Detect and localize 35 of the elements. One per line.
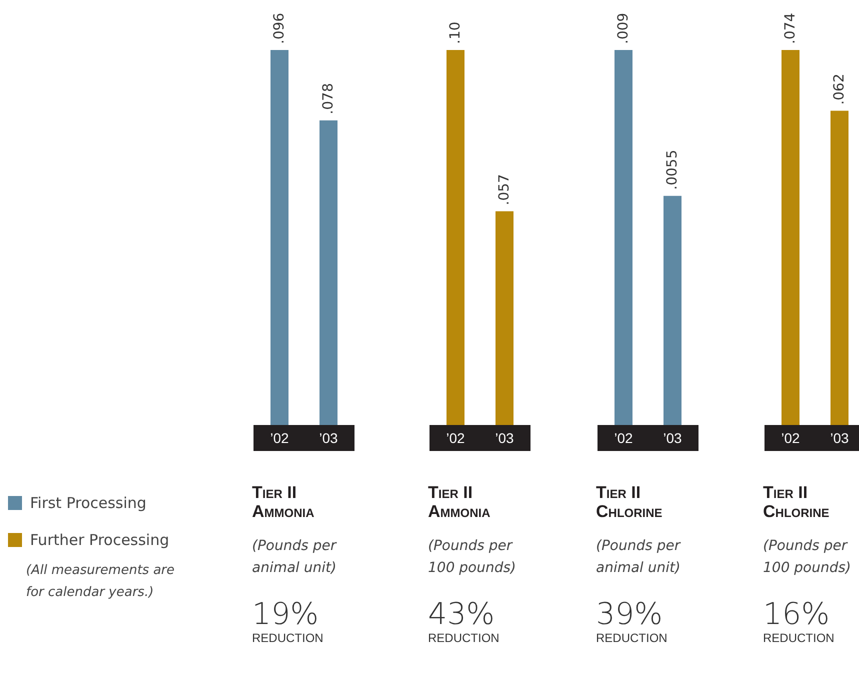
x-tick-label: ’02 <box>781 430 800 446</box>
data-label: .10 <box>448 22 464 44</box>
data-label: .078 <box>320 83 336 114</box>
text: Tier II Ammonia <box>252 483 316 521</box>
text: 39% <box>596 597 664 632</box>
data-label: .009 <box>616 12 632 44</box>
x-tick-label: ’03 <box>319 430 338 446</box>
data-label: .096 <box>272 12 288 44</box>
text: 16% <box>763 597 831 632</box>
data-label: .074 <box>782 12 798 44</box>
text: REDUCTION <box>763 631 836 645</box>
x-tick-label: ’03 <box>663 430 682 446</box>
text: REDUCTION <box>252 631 324 645</box>
text: Tier II Ammonia <box>428 483 492 521</box>
x-tick-label: ’02 <box>270 430 290 446</box>
text: REDUCTION <box>596 631 668 645</box>
text: (Pounds per 100 pounds) <box>763 537 852 578</box>
text: (Pounds per 100 pounds) <box>428 537 518 578</box>
text: Tier II Chlorine <box>596 483 664 521</box>
text: (Pounds per animal unit) <box>596 537 682 578</box>
x-tick-label: ’03 <box>495 430 514 446</box>
text: (Pounds per animal unit) <box>252 537 338 578</box>
text: 43% <box>428 597 496 632</box>
data-label: .062 <box>832 74 848 105</box>
legend-label: First Processing <box>30 494 146 512</box>
data-label: .057 <box>496 174 512 206</box>
x-tick-label: ’02 <box>446 430 466 446</box>
text: Tier II Chlorine <box>763 483 830 521</box>
x-tick-label: ’02 <box>614 430 634 446</box>
x-tick-label: ’03 <box>830 430 850 446</box>
text: 19% <box>252 597 320 632</box>
text: (All measurements are for calendar years.) <box>26 562 176 602</box>
data-label: .0055 <box>664 150 680 190</box>
legend-label: Further Processing <box>30 530 170 548</box>
text: REDUCTION <box>428 631 500 645</box>
